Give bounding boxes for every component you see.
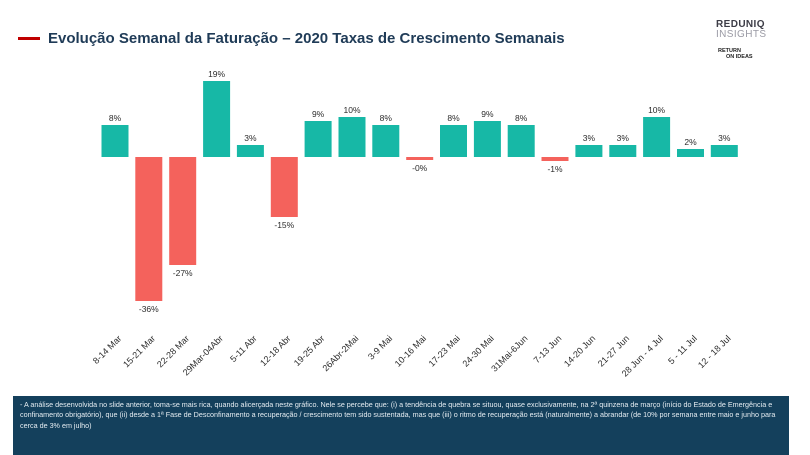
value-label-3: -27% xyxy=(173,268,193,278)
logo-secondary-line2: ON IDEAS xyxy=(726,54,753,60)
return-on-ideas-logo: RETURN ON IDEAS xyxy=(718,48,778,60)
x-tick-label-19: 12 - 18 Jul xyxy=(696,333,733,370)
bars-group xyxy=(101,81,738,301)
x-tick-label-9: 3-9 Mai xyxy=(366,333,394,361)
title-accent-bar xyxy=(18,37,40,40)
bar-18 xyxy=(677,149,704,157)
value-label-17: 10% xyxy=(648,105,665,115)
bar-4 xyxy=(203,81,231,157)
x-tick-label-6: 12-18 Abr xyxy=(258,333,293,368)
value-label-14: -1% xyxy=(547,164,563,174)
slide-title: Evolução Semanal da Faturação – 2020 Tax… xyxy=(48,30,565,47)
weekly-growth-bar-chart: 8% -36% -27% 19% 3% -15% 9% 10% 8% -0% 8% 9% 8% -1% 3%… xyxy=(91,69,738,379)
bar-6 xyxy=(270,157,298,217)
x-tick-label-5: 5-11 Abr xyxy=(228,333,259,364)
x-tick-label-8: 26Abr-2Mai xyxy=(320,333,360,373)
logo-secondary-line1: RETURN xyxy=(718,48,741,54)
bar-17 xyxy=(643,117,671,157)
bar-14 xyxy=(541,157,569,161)
x-tick-label-1: 8-14 Mar xyxy=(91,333,124,366)
bar-7 xyxy=(304,121,332,157)
x-tick-label-3: 22-28 Mar xyxy=(155,333,191,369)
value-label-2: -36% xyxy=(139,304,159,314)
x-tick-label-7: 19-25 Abr xyxy=(292,333,327,368)
value-label-8: 10% xyxy=(343,105,360,115)
reduniq-insights-logo: REDUNIQ INSIGHTS xyxy=(716,20,796,40)
value-label-16: 3% xyxy=(617,133,630,143)
value-label-18: 2% xyxy=(684,137,697,147)
bar-8 xyxy=(338,117,366,157)
x-tick-label-10: 10-16 Mai xyxy=(393,333,428,368)
value-label-15: 3% xyxy=(583,133,596,143)
value-label-9: 8% xyxy=(380,113,393,123)
bar-11 xyxy=(440,125,467,157)
value-label-6: -15% xyxy=(274,220,294,230)
x-tick-label-16: 21-27 Jun xyxy=(596,333,631,368)
x-tick-label-15: 14-20 Jun xyxy=(562,333,597,368)
value-label-11: 8% xyxy=(447,113,460,123)
bar-15 xyxy=(575,145,603,157)
bar-10 xyxy=(406,157,434,160)
value-label-5: 3% xyxy=(244,133,257,143)
bar-13 xyxy=(507,125,535,157)
bar-19 xyxy=(710,145,738,157)
bar-9 xyxy=(372,125,400,157)
x-tick-label-14: 7-13 Jun xyxy=(532,333,564,365)
x-tick-label-2: 15-21 Mar xyxy=(121,333,157,369)
analysis-note-text: - A análise desenvolvida no slide anteri… xyxy=(20,400,776,430)
bar-1 xyxy=(101,125,129,157)
value-label-10: -0% xyxy=(412,163,428,173)
value-label-19: 3% xyxy=(718,133,731,143)
bar-3 xyxy=(169,157,197,265)
analysis-note-box: - A análise desenvolvida no slide anteri… xyxy=(13,396,789,455)
x-tick-label-12: 24-30 Mai xyxy=(460,333,495,368)
x-tick-label-18: 5 - 11 Jul xyxy=(666,333,699,366)
bar-5 xyxy=(236,145,264,157)
value-label-7: 9% xyxy=(312,109,325,119)
bar-2 xyxy=(135,157,163,301)
bar-12 xyxy=(473,121,501,157)
value-label-13: 8% xyxy=(515,113,528,123)
value-labels-group: 8% -36% -27% 19% 3% -15% 9% 10% 8% -0% 8% 9% 8% -1% 3%… xyxy=(109,69,731,314)
x-tick-label-13: 31Mai-6Jun xyxy=(489,333,529,373)
value-label-4: 19% xyxy=(208,69,225,79)
bar-16 xyxy=(609,145,637,157)
value-label-12: 9% xyxy=(481,109,494,119)
logo-brand-line2: INSIGHTS xyxy=(716,29,767,40)
value-label-1: 8% xyxy=(109,113,122,123)
logo-brand-line1: REDUNIQ xyxy=(716,19,765,30)
x-tick-label-11: 17-23 Mai xyxy=(427,333,462,368)
